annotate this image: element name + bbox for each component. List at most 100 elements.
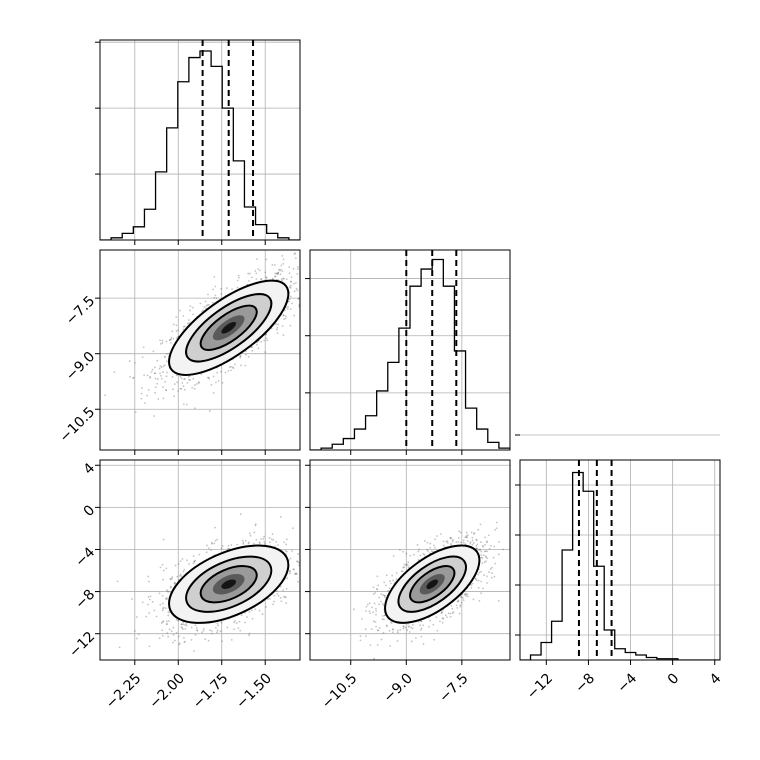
scatter-point: [446, 540, 449, 542]
scatter-point: [383, 594, 386, 597]
scatter-point: [149, 595, 152, 598]
scatter-point: [381, 602, 384, 605]
scatter-point: [194, 559, 197, 562]
scatter-point: [471, 543, 474, 546]
scatter-point: [423, 553, 426, 556]
scatter-point: [221, 640, 224, 643]
scatter-point: [255, 272, 258, 275]
scatter-point: [184, 377, 186, 380]
scatter-point: [459, 605, 462, 608]
scatter-point: [217, 380, 220, 382]
scatter-point: [279, 516, 282, 518]
scatter-point: [129, 375, 132, 378]
scatter-point: [199, 302, 202, 305]
axes-frame: [99, 249, 301, 451]
scatter-point: [261, 613, 264, 616]
scatter-point: [378, 627, 381, 629]
scatter-point: [180, 623, 183, 626]
scatter-point: [251, 346, 254, 348]
scatter-point: [233, 621, 236, 624]
scatter-point: [383, 618, 385, 621]
scatter-point: [385, 574, 388, 577]
scatter-point: [476, 547, 479, 550]
scatter-point: [433, 544, 435, 547]
scatter-point: [304, 584, 306, 586]
scatter-point: [232, 366, 234, 369]
x-tick-label-p0: −1.75: [190, 670, 232, 712]
scatter-point: [206, 544, 208, 547]
scatter-point: [256, 343, 258, 346]
scatter-point: [278, 268, 280, 271]
scatter-point: [295, 287, 298, 290]
scatter-point: [458, 612, 461, 615]
scatter-point: [239, 355, 242, 357]
scatter-point: [359, 635, 362, 638]
scatter-point: [478, 599, 481, 602]
scatter-point: [149, 376, 152, 379]
scatter-point: [418, 548, 421, 551]
scatter-point: [469, 542, 472, 545]
scatter-point: [449, 612, 452, 615]
scatter-point: [211, 542, 213, 545]
scatter-point: [441, 611, 443, 614]
scatter-point: [402, 566, 405, 569]
scatter-point: [216, 622, 219, 625]
scatter-point: [176, 381, 179, 384]
scatter-point: [391, 628, 394, 631]
scatter-point: [381, 614, 384, 617]
scatter-point: [248, 611, 251, 613]
scatter-point: [365, 605, 368, 608]
scatter-point: [185, 624, 188, 627]
scatter-point: [317, 568, 319, 570]
scatter-point: [376, 644, 379, 646]
scatter-point: [137, 633, 140, 636]
scatter-point: [214, 285, 217, 288]
scatter-point: [407, 566, 410, 569]
scatter-point: [420, 627, 423, 630]
x-tick-label-p0: −2.25: [103, 670, 145, 712]
scatter-point: [242, 541, 245, 544]
scatter-point: [440, 610, 443, 613]
scatter-point: [116, 580, 119, 583]
scatter-point: [284, 549, 287, 552]
scatter-point: [405, 552, 408, 555]
scatter-point: [255, 538, 258, 541]
scatter-point: [220, 621, 223, 624]
scatter-point: [207, 376, 210, 379]
scatter-point: [275, 540, 278, 543]
contour-line-0: [168, 544, 290, 624]
scatter-point: [434, 538, 436, 541]
y-tick-label-p2: 4: [81, 460, 99, 478]
scatter-point: [195, 627, 198, 629]
scatter-point: [313, 563, 315, 565]
scatter-point: [257, 268, 260, 270]
scatter-point: [231, 288, 233, 291]
scatter-point: [227, 548, 230, 550]
scatter-point: [305, 276, 307, 278]
scatter-point: [457, 600, 460, 603]
scatter-point: [314, 297, 316, 299]
scatter-point: [177, 563, 180, 565]
scatter-point: [480, 580, 483, 583]
scatter-point: [382, 631, 385, 634]
scatter-point: [465, 531, 468, 534]
contour-line-2: [199, 565, 258, 604]
density-level-4: [221, 579, 236, 589]
scatter-point: [487, 534, 490, 537]
scatter-point: [410, 626, 412, 629]
scatter-point: [172, 633, 175, 636]
scatter-point: [181, 558, 184, 560]
scatter-point: [383, 581, 386, 584]
scatter-point: [422, 624, 425, 627]
scatter-point: [166, 598, 168, 601]
scatter-point: [462, 541, 465, 544]
scatter-point: [172, 626, 175, 629]
scatter-point: [265, 337, 268, 340]
scatter-point: [140, 392, 143, 395]
scatter-point: [182, 315, 185, 317]
scatter-point: [295, 573, 298, 575]
scatter-point: [482, 587, 484, 590]
y-tick-label-p2: −8: [72, 587, 98, 613]
scatter-point: [481, 544, 484, 547]
